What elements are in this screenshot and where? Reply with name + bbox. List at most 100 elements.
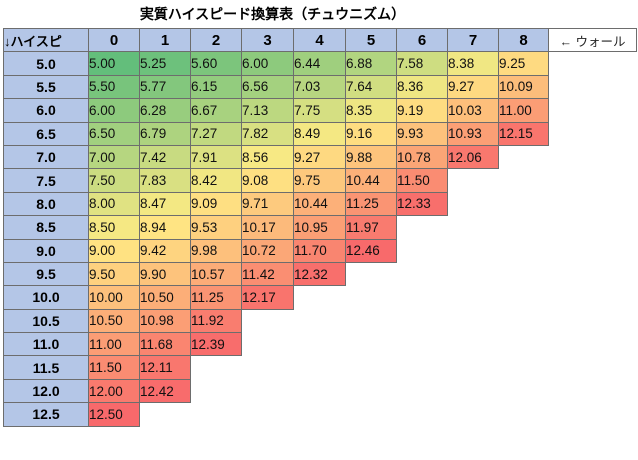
- column-header: 0: [88, 27, 140, 53]
- table-row: 12.0 12.00 12.42: [3, 378, 637, 404]
- value-cell: 11.00: [88, 332, 140, 357]
- value-cell: 9.25: [498, 51, 549, 76]
- empty-cell: [190, 379, 242, 403]
- value-cell: 8.38: [447, 51, 499, 76]
- value-cell: 7.27: [190, 121, 242, 146]
- value-cell: 6.28: [139, 98, 191, 123]
- value-cell: 5.60: [190, 51, 242, 76]
- empty-cell: [293, 285, 346, 310]
- corner-label: ↓ハイスピ: [3, 27, 89, 53]
- empty-cell: [447, 239, 499, 263]
- empty-cell: [396, 355, 448, 380]
- empty-cell: [498, 215, 549, 240]
- value-cell: 5.00: [88, 51, 140, 76]
- table-row: 5.0 5.00 5.25 5.60 6.00 6.44 6.88 7.58 8.38 9.25: [3, 51, 637, 76]
- empty-cell: [293, 355, 346, 380]
- value-cell: 10.09: [498, 74, 549, 100]
- value-cell: 7.75: [293, 98, 346, 123]
- value-cell: 8.42: [190, 168, 242, 193]
- table-body: 5.0 5.00 5.25 5.60 6.00 6.44 6.88 7.58 8.38 9.25 5…: [3, 51, 637, 427]
- empty-cell: [293, 402, 346, 427]
- value-cell: 9.88: [345, 144, 397, 170]
- value-cell: 6.15: [190, 74, 242, 100]
- value-cell: 9.42: [139, 238, 191, 263]
- spacer-cell: [549, 169, 637, 192]
- empty-cell: [447, 215, 499, 240]
- empty-cell: [241, 332, 294, 356]
- value-cell: 7.42: [139, 144, 191, 170]
- value-cell: 12.50: [88, 402, 140, 427]
- value-cell: 9.75: [293, 168, 346, 193]
- spacer-cell: [549, 75, 637, 98]
- value-cell: 8.36: [396, 74, 448, 100]
- value-cell: 12.17: [241, 285, 294, 310]
- value-cell: 8.49: [293, 121, 346, 146]
- value-cell: 6.88: [345, 51, 397, 76]
- value-cell: 9.27: [293, 144, 346, 170]
- value-cell: 8.56: [241, 144, 294, 170]
- empty-cell: [190, 402, 242, 427]
- value-cell: 7.13: [241, 98, 294, 123]
- value-cell: 6.79: [139, 121, 191, 146]
- empty-cell: [241, 355, 294, 380]
- table-row: 9.5 9.50 9.90 10.57 11.42 12.32: [3, 261, 637, 287]
- value-cell: 10.00: [88, 285, 140, 310]
- empty-cell: [396, 379, 448, 403]
- empty-cell: [447, 285, 499, 310]
- value-cell: 7.64: [345, 74, 397, 100]
- spacer-cell: [549, 309, 637, 332]
- empty-cell: [345, 379, 397, 403]
- table-row: 10.5 10.50 10.98 11.92: [3, 308, 637, 334]
- value-cell: 6.50: [88, 121, 140, 146]
- value-cell: 9.93: [396, 121, 448, 146]
- table-row: 8.5 8.50 8.94 9.53 10.17 10.95 11.97: [3, 215, 637, 240]
- value-cell: 10.95: [293, 215, 346, 240]
- value-cell: 11.92: [190, 308, 242, 334]
- value-cell: 9.16: [345, 121, 397, 146]
- row-header: 7.5: [3, 168, 89, 193]
- spacer-cell: [549, 239, 637, 262]
- row-header: 10.5: [3, 308, 89, 334]
- row-header: 8.0: [3, 191, 89, 217]
- empty-cell: [396, 332, 448, 356]
- empty-cell: [498, 355, 549, 380]
- row-header: 10.0: [3, 285, 89, 310]
- value-cell: 11.50: [88, 355, 140, 380]
- value-cell: 11.00: [498, 98, 549, 123]
- spacer-cell: [549, 216, 637, 239]
- value-cell: 7.50: [88, 168, 140, 193]
- empty-cell: [396, 215, 448, 240]
- table-row: 12.5 12.50: [3, 402, 637, 427]
- column-header: 2: [190, 27, 242, 53]
- spacer-cell: [549, 356, 637, 379]
- value-cell: 7.58: [396, 51, 448, 76]
- value-cell: 7.91: [190, 144, 242, 170]
- empty-cell: [396, 309, 448, 333]
- value-cell: 10.50: [139, 285, 191, 310]
- empty-cell: [190, 355, 242, 380]
- value-cell: 10.57: [190, 261, 242, 287]
- table-row: 9.0 9.00 9.42 9.98 10.72 11.70 12.46: [3, 238, 637, 263]
- value-cell: 10.44: [345, 168, 397, 193]
- empty-cell: [498, 332, 549, 356]
- row-header: 6.0: [3, 98, 89, 123]
- value-cell: 8.94: [139, 215, 191, 240]
- wall-note-label: ← ウォール: [548, 27, 637, 53]
- row-header: 11.0: [3, 332, 89, 357]
- row-header: 11.5: [3, 355, 89, 380]
- value-cell: 9.00: [88, 238, 140, 263]
- value-cell: 12.32: [293, 261, 346, 287]
- row-header: 6.5: [3, 121, 89, 146]
- table-row: 7.0 7.00 7.42 7.91 8.56 9.27 9.88 10.78 12.06: [3, 144, 637, 170]
- value-cell: 7.03: [293, 74, 346, 100]
- empty-cell: [447, 379, 499, 403]
- value-cell: 10.50: [88, 308, 140, 334]
- speed-conversion-table: ↓ハイスピ 0 1 2 3 4 5 6 7 8 ← ウォール 5.0 5.00 5.25 5.60 6.0…: [3, 27, 637, 427]
- empty-cell: [241, 402, 294, 427]
- row-header: 8.5: [3, 215, 89, 240]
- value-cell: 10.98: [139, 308, 191, 334]
- row-header: 5.0: [3, 51, 89, 76]
- spacer-cell: [549, 379, 637, 402]
- empty-cell: [447, 332, 499, 356]
- row-header: 9.5: [3, 261, 89, 287]
